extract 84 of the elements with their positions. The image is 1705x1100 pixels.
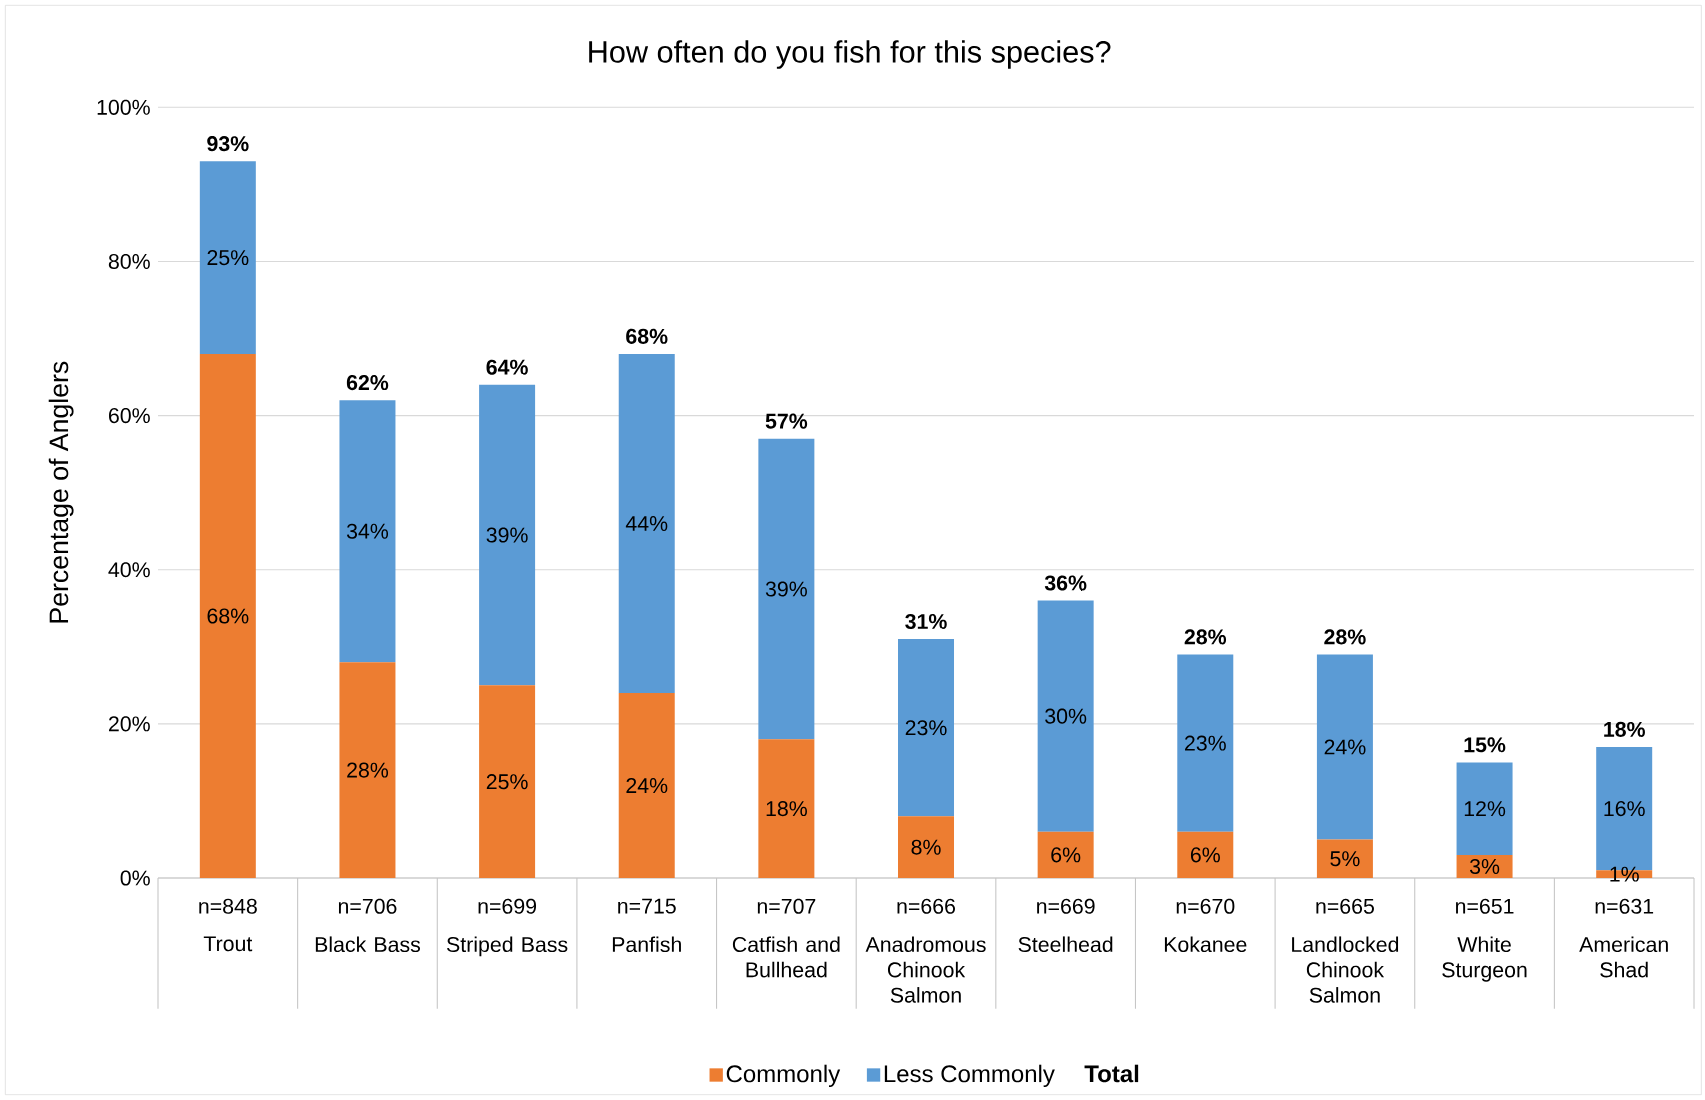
data-label: 6% xyxy=(1051,847,1081,863)
x-tick-label: American Shad xyxy=(1579,936,1668,978)
bar xyxy=(199,161,256,354)
total-label: 57% xyxy=(765,413,808,429)
total-label: 68% xyxy=(626,328,668,344)
total-label: 31% xyxy=(905,613,947,630)
x-tick-label: Trout xyxy=(203,936,253,952)
data-label: 24% xyxy=(1324,739,1366,755)
text: n=669 xyxy=(1037,898,1095,914)
data-label: 30% xyxy=(1045,708,1087,724)
data-label: 25% xyxy=(486,774,528,790)
y-tick-label: 20% xyxy=(108,716,150,732)
y-tick-label: 80% xyxy=(108,253,150,270)
data-label: 44% xyxy=(625,516,668,531)
data-label: 34% xyxy=(346,523,389,539)
bar xyxy=(1177,831,1234,878)
bar xyxy=(898,639,955,817)
data-label: 16% xyxy=(1604,801,1645,817)
text: n=651 xyxy=(1456,898,1514,914)
total-label: 93% xyxy=(207,136,249,152)
bar xyxy=(199,353,256,878)
bar xyxy=(479,685,536,878)
bar xyxy=(1037,831,1094,878)
legend-label: Commonly xyxy=(726,1064,841,1088)
x-tick-label: Landlocked Chinook Salmon xyxy=(1292,936,1399,1003)
total-label: 18% xyxy=(1604,721,1645,737)
x-tick-label: Anadromous Chinook Salmon xyxy=(865,936,986,1003)
bar xyxy=(479,384,536,686)
data-label: 23% xyxy=(1185,735,1226,751)
x-tick-label: Kokanee xyxy=(1164,936,1247,953)
bar xyxy=(339,662,396,878)
x-tick-label: Striped Bass xyxy=(446,936,568,957)
x-tick-label: Black Bass xyxy=(315,936,421,953)
data-label: 23% xyxy=(905,720,947,736)
bar xyxy=(898,816,955,878)
y-tick-label: 100% xyxy=(97,99,150,115)
data-label: 28% xyxy=(347,762,389,778)
data-label: 5% xyxy=(1330,851,1360,867)
bar xyxy=(1037,600,1094,832)
text: n=706 xyxy=(338,898,397,914)
bar xyxy=(1177,654,1234,832)
data-label: 39% xyxy=(486,527,528,543)
text: n=715 xyxy=(618,898,676,914)
bar xyxy=(618,693,675,878)
data-label: 12% xyxy=(1464,801,1506,817)
text: Total xyxy=(1084,1064,1139,1083)
text: n=848 xyxy=(199,898,257,914)
bar xyxy=(339,400,396,663)
x-tick-label: White Sturgeon xyxy=(1442,936,1527,982)
data-label: 6% xyxy=(1190,847,1220,863)
y-tick-label: 0% xyxy=(120,870,150,886)
bar xyxy=(758,739,815,878)
total-label: 28% xyxy=(1324,629,1366,645)
data-label: 3% xyxy=(1469,858,1500,874)
x-tick-label: Panfish xyxy=(612,936,681,953)
data-label: 25% xyxy=(207,250,249,266)
total-label: 36% xyxy=(1044,575,1087,591)
data-label: 18% xyxy=(766,801,807,817)
total-label: 28% xyxy=(1184,629,1227,645)
text: n=670 xyxy=(1176,898,1235,914)
data-label: 68% xyxy=(207,608,249,624)
text: n=699 xyxy=(478,898,537,914)
data-label: 39% xyxy=(765,581,807,597)
bar xyxy=(758,438,815,740)
total-label: 64% xyxy=(486,359,528,375)
y-axis-title: Percentage of Anglers xyxy=(48,361,74,623)
bar xyxy=(618,353,675,694)
bar xyxy=(1456,762,1513,855)
x-tick-label: Steelhead xyxy=(1018,936,1113,953)
x-tick-label: Catfish and Bullhead xyxy=(732,936,840,978)
bar xyxy=(1316,839,1373,878)
data-label: 24% xyxy=(626,778,668,794)
total-label: 62% xyxy=(346,375,389,391)
y-tick-label: 40% xyxy=(108,562,150,578)
text: n=631 xyxy=(1595,898,1654,914)
text: n=666 xyxy=(897,898,956,914)
text: n=665 xyxy=(1316,898,1374,914)
bar xyxy=(1316,654,1373,840)
chart-title: How often do you fish for this species? xyxy=(589,40,1111,69)
y-tick-label: 60% xyxy=(109,408,150,424)
data-label: 8% xyxy=(911,839,941,855)
total-label: 15% xyxy=(1464,737,1506,753)
text: n=707 xyxy=(757,898,816,914)
legend-label: Less Commonly xyxy=(884,1064,1055,1088)
